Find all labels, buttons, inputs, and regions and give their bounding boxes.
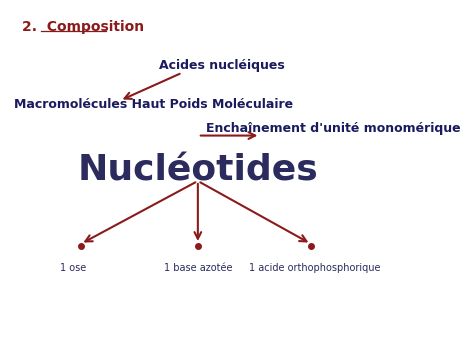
- Text: Macromolécules Haut Poids Moléculaire: Macromolécules Haut Poids Moléculaire: [15, 98, 293, 111]
- Text: 2.  Composition: 2. Composition: [22, 20, 145, 34]
- Text: 1 base azotée: 1 base azotée: [164, 263, 232, 273]
- Text: 1 acide orthophosphorique: 1 acide orthophosphorique: [249, 263, 381, 273]
- Text: Acides nucléiques: Acides nucléiques: [159, 59, 284, 72]
- Text: Nucléotides: Nucléotides: [77, 153, 318, 187]
- Text: 1 ose: 1 ose: [60, 263, 86, 273]
- Text: Enchaînement d'unité monomérique: Enchaînement d'unité monomérique: [206, 122, 460, 135]
